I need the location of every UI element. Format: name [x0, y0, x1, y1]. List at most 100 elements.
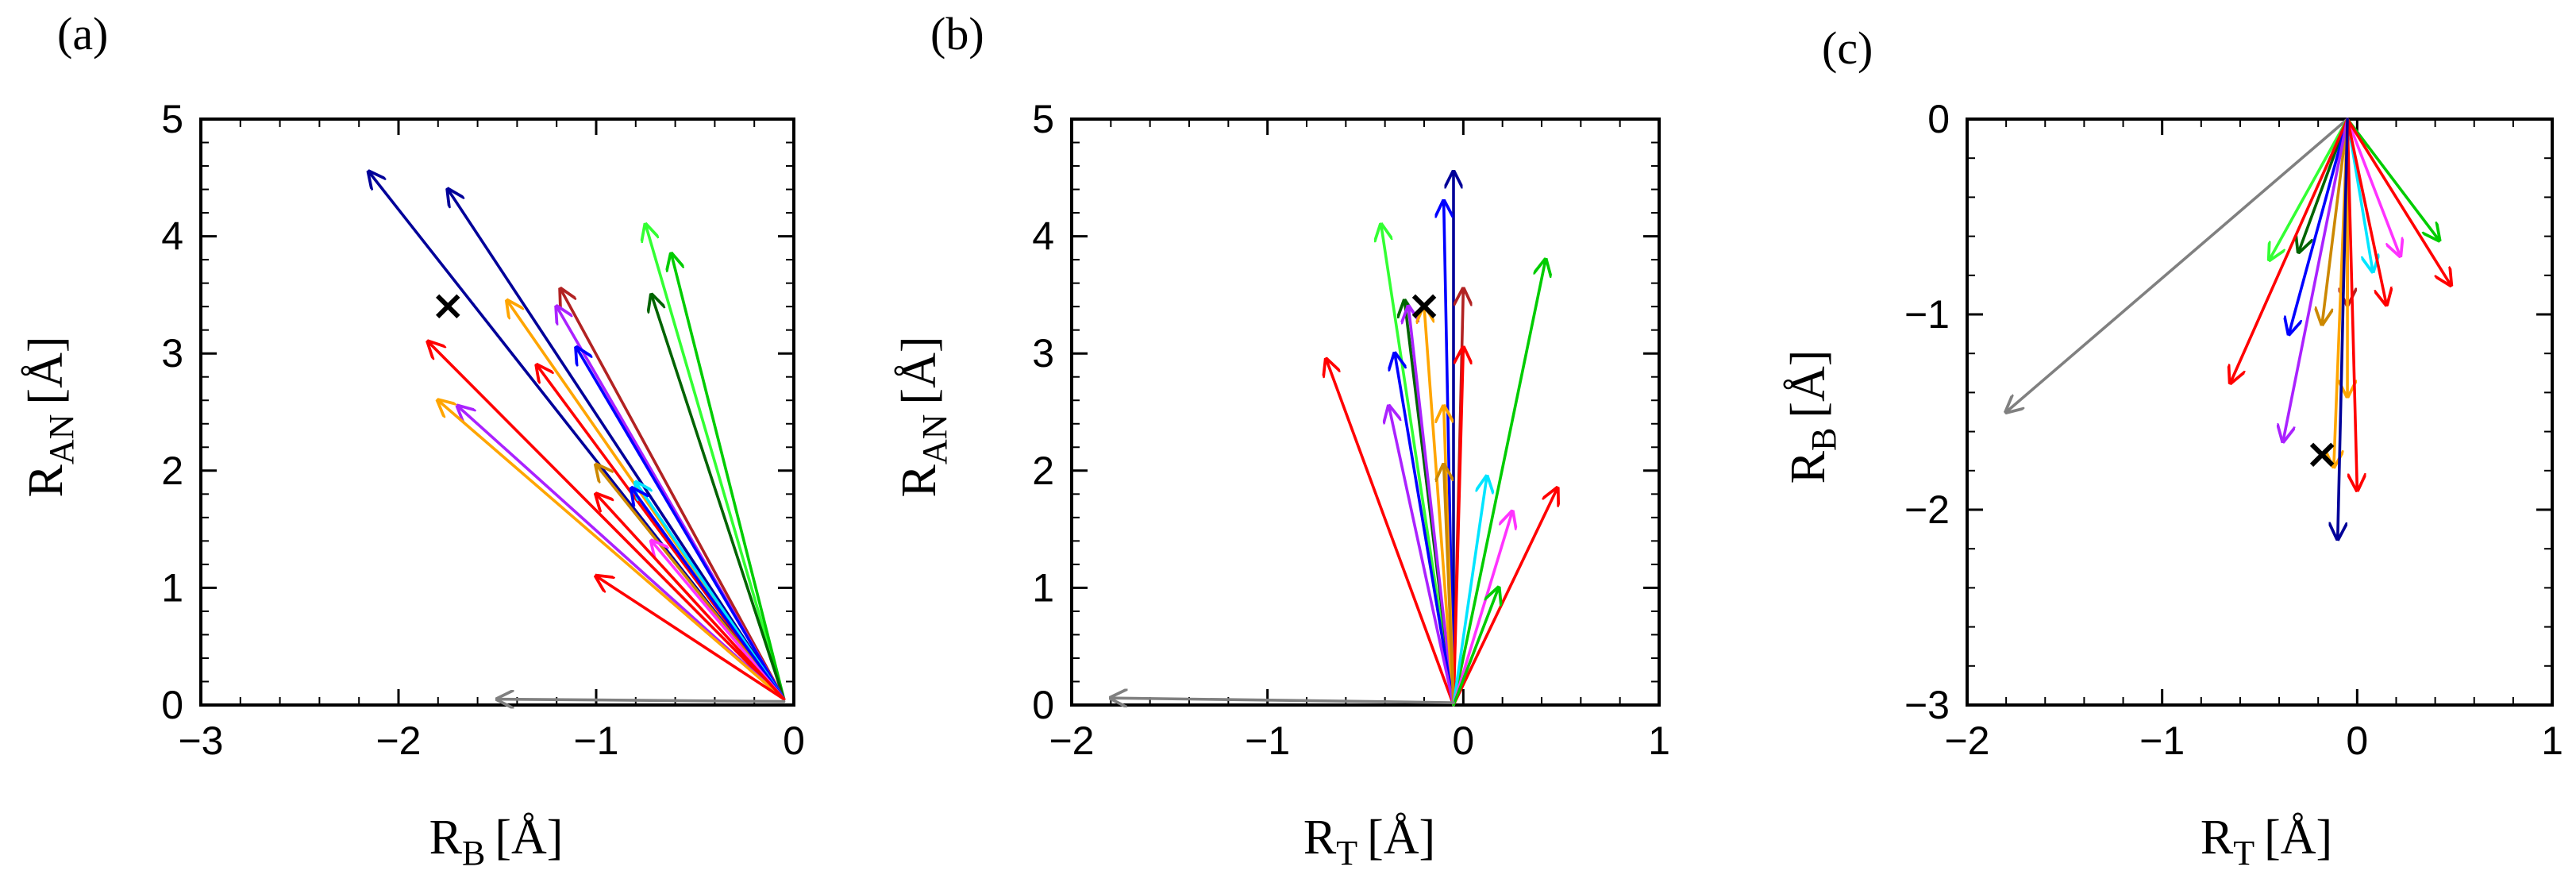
- panel-b-arrow-red: [1452, 488, 1558, 707]
- panel-a-ytick-label: 5: [161, 97, 183, 141]
- panel-b-arrow-red: [1452, 348, 1463, 707]
- panel-c-ytick-label: −1: [1904, 292, 1950, 337]
- svg-text:RAN[Å]: RAN [Å]: [892, 337, 954, 498]
- panel-b-arrow-green: [1452, 588, 1499, 707]
- panel-c-ylabel-main: R: [1781, 450, 1835, 484]
- panel-a-label: (a): [57, 8, 108, 60]
- panel-c-ytick-label: 0: [1927, 97, 1950, 141]
- panel-a-arrow-gray: [498, 699, 786, 702]
- panel-a-ylabel-sub: AN: [42, 414, 81, 465]
- panel-c-arrow-gray: [2006, 118, 2349, 412]
- panel-b-ytick-label: 0: [1032, 683, 1054, 727]
- panel-b-arrow-blue: [1395, 353, 1455, 707]
- panel-b-ytick-label: 1: [1032, 565, 1054, 610]
- panel-c-xtick-label: 0: [2346, 719, 2368, 763]
- panel-c-xtick-label: −1: [2139, 719, 2185, 763]
- svg-text:RB[Å]: RB [Å]: [1781, 350, 1843, 484]
- panel-c-ytick-label: −3: [1904, 683, 1950, 727]
- panel-c-arrow-green: [2346, 118, 2439, 241]
- panel-b-xtick-label: 1: [1648, 719, 1670, 763]
- panel-a-xtick-label: 0: [783, 719, 805, 763]
- panel-b-arrow-magenta: [1452, 511, 1512, 707]
- panel-b-xtick-label: −1: [1245, 719, 1290, 763]
- svg-text:RB[Å]: RB [Å]: [429, 811, 564, 873]
- panel-a-arrow-green: [672, 254, 786, 701]
- panel-a-xlabel-main: R: [429, 811, 463, 865]
- panel-b-frame: [1070, 118, 1661, 707]
- panel-b-arrow-purple: [1389, 406, 1455, 707]
- panel-b-xlabel-main: R: [1303, 811, 1337, 865]
- panel-c-xlabel: RT [Å]: [2201, 811, 2332, 873]
- panel-b-ylabel-sub: AN: [915, 414, 954, 465]
- panel-a-xtick-label: −2: [375, 719, 421, 763]
- panel-c-plot: −2 −1 0 10−1−2−3×: [1904, 97, 2563, 763]
- panel-b-x-marker: ×: [1407, 282, 1442, 329]
- panel-a-arrow-blue: [576, 348, 786, 701]
- panel-c-xlabel-unit: [Å]: [2264, 811, 2332, 865]
- panel-b-plot: −2 −1 0 1 0 1 2 3 4 5 ×: [1032, 97, 1670, 763]
- panel-b-xlabel: RT [Å]: [1303, 811, 1435, 873]
- panel-a-plot: −3 −2 −1 0 0 1 2 3 4 5 ×: [161, 97, 805, 763]
- panel-c-ytick-label: −2: [1904, 487, 1950, 532]
- panel-a-arrow-red: [596, 576, 786, 701]
- panel-b-xtick-label: 0: [1452, 719, 1474, 763]
- panel-a-arrow-lime: [645, 225, 786, 701]
- panel-c-arrow-lime: [2270, 118, 2349, 260]
- panel-a-arrow-blue: [632, 488, 786, 701]
- panel-a-xlabel-sub: B: [462, 834, 485, 873]
- panel-a-arrow-brown: [560, 289, 786, 701]
- panel-b-xtick-label: −2: [1049, 719, 1094, 763]
- panel-a-x-marker: ×: [430, 282, 465, 329]
- panel-b-ylabel-main: R: [892, 464, 946, 498]
- panel-a-ylabel-main: R: [19, 464, 73, 498]
- panel-b-ytick-label: 5: [1032, 97, 1054, 141]
- panel-c-arrow-blue: [2289, 118, 2349, 334]
- panel-c-arrow-red: [2231, 118, 2349, 383]
- panel-c-label: (c): [1822, 22, 1873, 74]
- panel-b-arrow-red: [1327, 360, 1455, 707]
- panel-a-arrow-red: [428, 341, 786, 701]
- panel-c-ylabel: RB [Å]: [1781, 350, 1843, 484]
- panel-b-ylabel-unit: [Å]: [892, 337, 946, 405]
- panel-b-arrow-orange: [1424, 306, 1455, 707]
- panel-a-xlabel-unit: [Å]: [495, 811, 563, 865]
- panel-c-arrow-red: [2346, 118, 2386, 305]
- svg-text:RT[Å]: RT [Å]: [2201, 811, 2332, 873]
- panel-c-xlabel-sub: T: [2233, 834, 2254, 873]
- panel-b-arrow-purple: [1408, 306, 1455, 707]
- panel-a-ytick-label: 3: [161, 331, 183, 376]
- panel-b-ytick-label: 4: [1032, 214, 1054, 259]
- panel-b-arrow-cyan: [1452, 476, 1487, 707]
- svg-text:RT[Å]: RT [Å]: [1303, 811, 1435, 873]
- panel-c: (c) RB[Å] RT [Å] −2 −1 0 10−1−2−3×: [1781, 22, 2563, 873]
- panel-a-arrow-navy: [448, 190, 786, 701]
- panel-c-arrow-navy: [2338, 118, 2349, 539]
- panel-a-xlabel: RB [Å]: [429, 811, 564, 873]
- panel-c-xlabel-main: R: [2201, 811, 2234, 865]
- panel-b-label: (b): [930, 8, 984, 60]
- panel-c-xtick-label: 1: [2541, 719, 2563, 763]
- panel-a-ytick-label: 1: [161, 565, 183, 610]
- panel-c-arrow-red: [2346, 118, 2451, 285]
- panel-a-arrow-darkgreen: [652, 295, 786, 701]
- panel-b-arrow-gray: [1111, 698, 1455, 703]
- panel-a-ytick-label: 4: [161, 214, 183, 259]
- panel-a-ytick-label: 0: [161, 683, 183, 727]
- panel-a-arrow-red: [596, 494, 786, 701]
- panel-a-ylabel-unit: [Å]: [19, 337, 73, 405]
- panel-a-xtick-label: −3: [178, 719, 223, 763]
- panel-c-ylabel-unit: [Å]: [1781, 350, 1835, 418]
- panel-c-xtick-label: −2: [1944, 719, 1989, 763]
- panel-b-ylabel: RAN [Å]: [892, 337, 954, 498]
- svg-text:RAN[Å]: RAN [Å]: [19, 337, 81, 498]
- panel-b-xlabel-sub: T: [1336, 834, 1357, 873]
- panel-c-arrow-darkgreen: [2299, 118, 2349, 252]
- panel-c-arrow-darkorange: [2322, 118, 2349, 324]
- panel-c-ylabel-sub: B: [1804, 428, 1843, 451]
- panel-a-arrow-magenta: [652, 541, 786, 701]
- panel-c-arrow-magenta: [2346, 118, 2400, 256]
- panel-b-ytick-label: 2: [1032, 449, 1054, 493]
